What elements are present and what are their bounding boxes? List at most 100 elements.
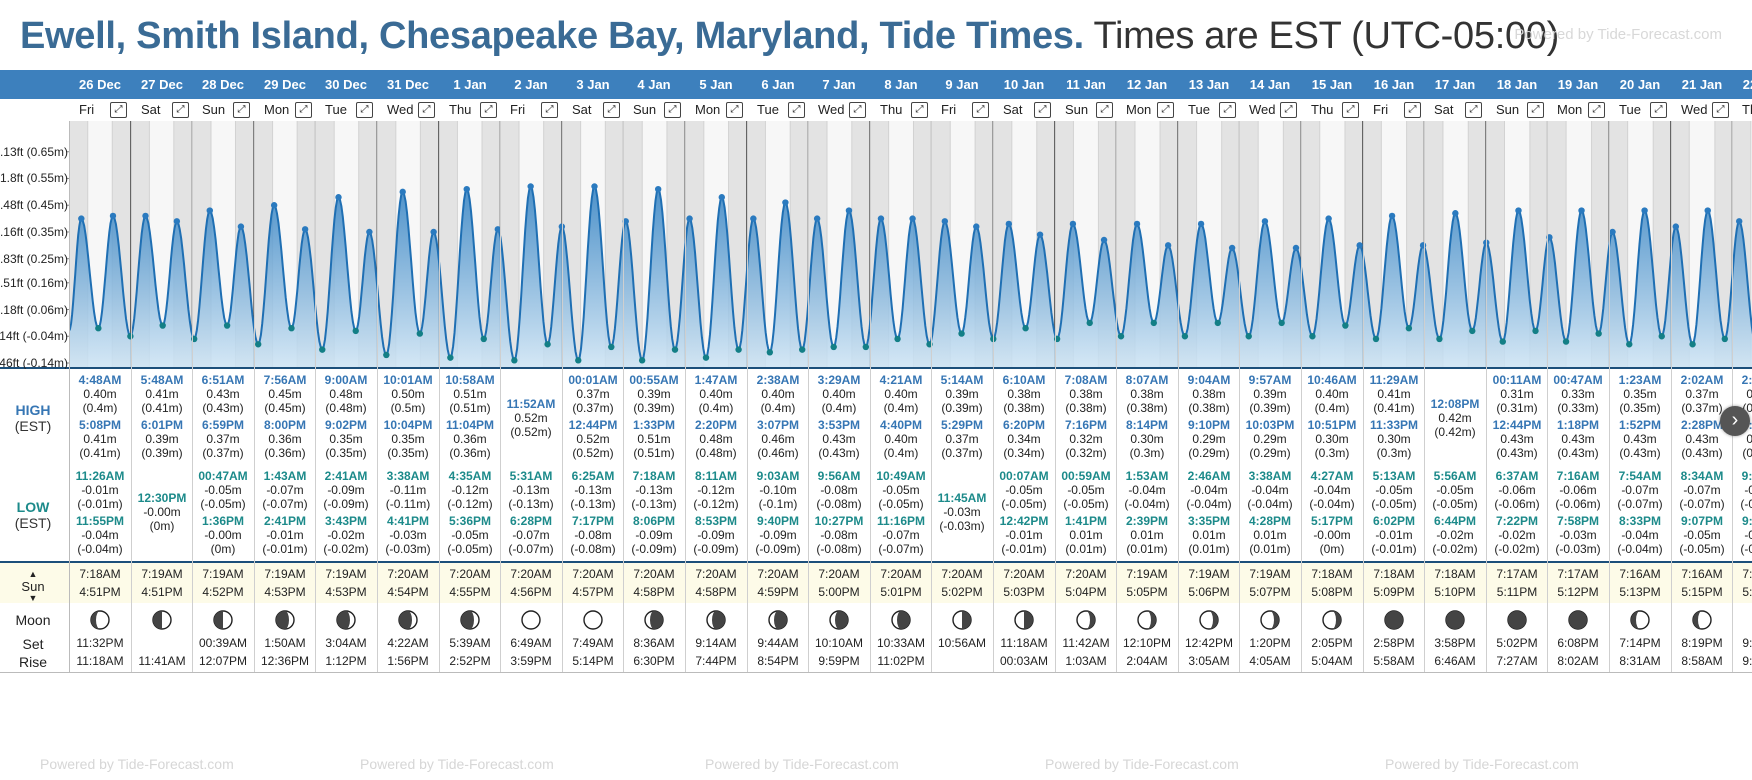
sunset-time: 4:54PM	[387, 585, 429, 599]
high-tide-height: 0.34m	[1007, 432, 1041, 446]
low-tide-height: -0.00m	[204, 528, 242, 542]
expand-arrows-icon[interactable]: ⤢	[603, 102, 620, 118]
low-tide-height-paren: (-0.05m)	[1432, 497, 1478, 511]
low-tide-time: 7:18AM	[632, 469, 676, 483]
high-tide-point	[1036, 231, 1044, 238]
expand-arrows-icon[interactable]: ⤢	[1588, 102, 1605, 118]
high-tide-time: 5:08PM	[78, 418, 122, 432]
high-tide-time: 7:08AM	[1064, 373, 1108, 387]
expand-arrows-icon[interactable]: ⤢	[1280, 102, 1297, 118]
low-tide-height-paren: (-0.12m)	[447, 497, 493, 511]
low-tide-point	[575, 357, 582, 364]
expand-arrows-icon[interactable]: ⤢	[1404, 102, 1421, 118]
low-tide-point	[1469, 327, 1476, 335]
low-tide-point	[766, 349, 774, 356]
expand-arrows-icon[interactable]: ⤢	[1465, 102, 1482, 118]
moonrise-time: 1:12PM	[325, 654, 367, 668]
expand-arrows-icon[interactable]: ⤢	[110, 102, 127, 118]
expand-arrows-icon[interactable]: ⤢	[788, 102, 805, 118]
low-tide-height: -0.10m	[759, 483, 797, 497]
expand-arrows-icon[interactable]: ⤢	[972, 102, 989, 118]
column-separator	[1055, 121, 1056, 672]
expand-arrows-icon[interactable]: ⤢	[356, 102, 373, 118]
moon-phase-icon	[1137, 610, 1157, 630]
expand-arrows-icon[interactable]: ⤢	[1157, 102, 1174, 118]
expand-arrows-icon[interactable]: ⤢	[1650, 102, 1667, 118]
day-name: Fri	[1373, 102, 1389, 117]
moonset-time: 8:19PM	[1681, 636, 1723, 650]
sunrise-time: 7:18AM	[1434, 567, 1476, 581]
high-tide-point	[335, 194, 342, 201]
expand-arrows-icon[interactable]: ⤢	[541, 102, 558, 118]
low-tide-height-paren: (-0.13m)	[570, 497, 616, 511]
expand-arrows-icon[interactable]: ⤢	[849, 102, 866, 118]
low-tide-height-paren: (-0.09m)	[755, 542, 801, 556]
expand-arrows-icon[interactable]: ⤢	[480, 102, 497, 118]
day-name: Fri	[510, 102, 526, 117]
table-divider	[0, 561, 1752, 563]
high-tide-height-paren: (0.38m)	[1126, 401, 1168, 415]
sunrise-time: 7:20AM	[510, 567, 552, 581]
expand-arrows-icon[interactable]: ⤢	[418, 102, 435, 118]
sunset-time: 4:56PM	[510, 585, 552, 599]
low-tide-point	[95, 325, 102, 332]
moonset-time: 10:10AM	[814, 636, 864, 650]
sunset-time: 5:01PM	[880, 585, 922, 599]
expand-arrows-icon[interactable]: ⤢	[1096, 102, 1113, 118]
low-tide-height-paren: (-0.02m)	[323, 542, 369, 556]
low-tide-time: 2:41PM	[263, 514, 307, 528]
high-tide-point	[1356, 242, 1363, 249]
low-tide-point	[894, 335, 901, 343]
expand-arrows-icon[interactable]: ⤢	[1219, 102, 1236, 118]
moon-phase-icon	[1076, 610, 1096, 630]
sunrise-time: 7:20AM	[880, 567, 922, 581]
high-tide-point	[78, 215, 85, 222]
moonrise-time: 6:46AM	[1434, 654, 1476, 668]
column-separator	[1424, 121, 1425, 672]
scroll-right-button[interactable]: ›	[1720, 406, 1750, 436]
high-tide-time: 9:02PM	[324, 418, 368, 432]
expand-arrows-icon[interactable]: ⤢	[1034, 102, 1051, 118]
expand-arrows-icon[interactable]: ⤢	[1342, 102, 1359, 118]
expand-arrows-icon[interactable]: ⤢	[1712, 102, 1729, 118]
high-tide-height: 0.42m	[1746, 432, 1752, 446]
low-row-label: LOW (EST)	[0, 499, 66, 531]
moon-phase-icon	[1014, 610, 1034, 630]
sunrise-time: 7:20AM	[1003, 567, 1045, 581]
date-header: 29 Dec	[254, 70, 316, 99]
day-name: Tue	[757, 102, 779, 117]
high-tide-height-paren: (0.34m)	[1003, 446, 1045, 460]
expand-arrows-icon[interactable]: ⤢	[1527, 102, 1544, 118]
low-tide-point	[958, 330, 965, 337]
low-tide-point	[544, 341, 551, 348]
high-tide-height-paren: (0.46m)	[757, 446, 799, 460]
expand-arrows-icon[interactable]: ⤢	[233, 102, 250, 118]
sunrise-time: 7:17AM	[1557, 567, 1599, 581]
high-tide-time: 9:04AM	[1187, 373, 1231, 387]
high-tide-time: 11:04PM	[445, 418, 495, 432]
low-tide-height-paren: (-0.06m)	[1555, 497, 1601, 511]
day-header: Sat ⤢	[562, 99, 624, 121]
high-tide-point	[686, 215, 693, 222]
high-tide-height: 0.29m	[1253, 432, 1287, 446]
low-label: LOW	[16, 499, 50, 515]
low-tide-height: -0.04m	[1621, 528, 1659, 542]
low-tide-point	[1658, 333, 1665, 340]
sunset-time: 4:51PM	[141, 585, 183, 599]
high-tide-height-paren: (0.39m)	[941, 401, 983, 415]
expand-arrows-icon[interactable]: ⤢	[726, 102, 743, 118]
day-name: Sun	[202, 102, 226, 117]
low-tide-point	[1499, 338, 1506, 345]
day-name: Mon	[1557, 102, 1583, 117]
low-tide-time: 5:56AM	[1433, 469, 1477, 483]
expand-arrows-icon[interactable]: ⤢	[172, 102, 189, 118]
moonrise-time: 8:54PM	[757, 654, 799, 668]
high-tide-height-paren: (0.36m)	[264, 446, 306, 460]
high-tide-height: 0.48m	[699, 432, 733, 446]
expand-arrows-icon[interactable]: ⤢	[911, 102, 928, 118]
high-tide-time: 6:51AM	[201, 373, 245, 387]
moonrise-time: 1:03AM	[1065, 654, 1107, 668]
moonrise-time: 9:26AM	[1742, 654, 1752, 668]
expand-arrows-icon[interactable]: ⤢	[664, 102, 681, 118]
expand-arrows-icon[interactable]: ⤢	[295, 102, 312, 118]
